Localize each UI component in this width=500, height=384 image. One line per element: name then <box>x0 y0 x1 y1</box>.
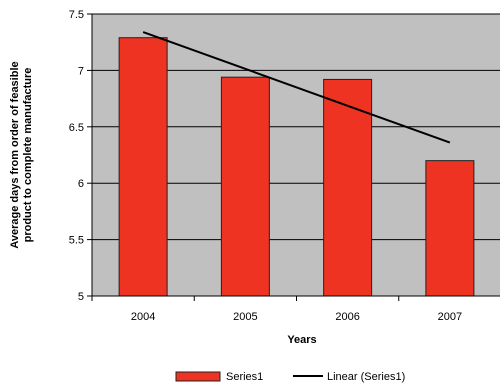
bar <box>425 160 475 297</box>
trendline-group <box>142 31 451 144</box>
bar <box>323 78 373 297</box>
x-tick-label: 2007 <box>438 311 462 323</box>
bars <box>118 37 475 297</box>
legend-label-series1: Series1 <box>226 371 263 383</box>
axes <box>87 13 500 301</box>
y-tick-label: 7 <box>78 65 84 77</box>
bar <box>118 37 168 297</box>
y-tick-label: 5.5 <box>69 235 84 247</box>
x-tick-labels: 2004 2005 2006 2007 <box>131 311 462 323</box>
legend: Series1 Linear (Series1) <box>175 371 405 383</box>
legend-label-trendline: Linear (Series1) <box>327 371 405 383</box>
y-tick-label: 5 <box>78 291 84 303</box>
y-axis-title: Average days from order of feasible prod… <box>9 61 34 248</box>
x-tick-label: 2004 <box>131 311 155 323</box>
y-axis-title-line-2: product to complete manufacture <box>22 68 34 243</box>
y-axis-title-line-1: Average days from order of feasible <box>9 61 21 248</box>
bar <box>220 76 270 297</box>
y-tick-label: 7.5 <box>69 9 84 21</box>
y-tick-label: 6 <box>78 178 84 190</box>
trendline <box>142 31 451 144</box>
x-tick-label: 2005 <box>233 311 257 323</box>
y-tick-labels: 5 5.5 6 6.5 7 7.5 <box>69 9 84 303</box>
y-tick-label: 6.5 <box>69 122 84 134</box>
legend-swatch-series1 <box>175 371 221 382</box>
x-axis-title: Years <box>287 334 316 346</box>
x-tick-label: 2006 <box>335 311 359 323</box>
